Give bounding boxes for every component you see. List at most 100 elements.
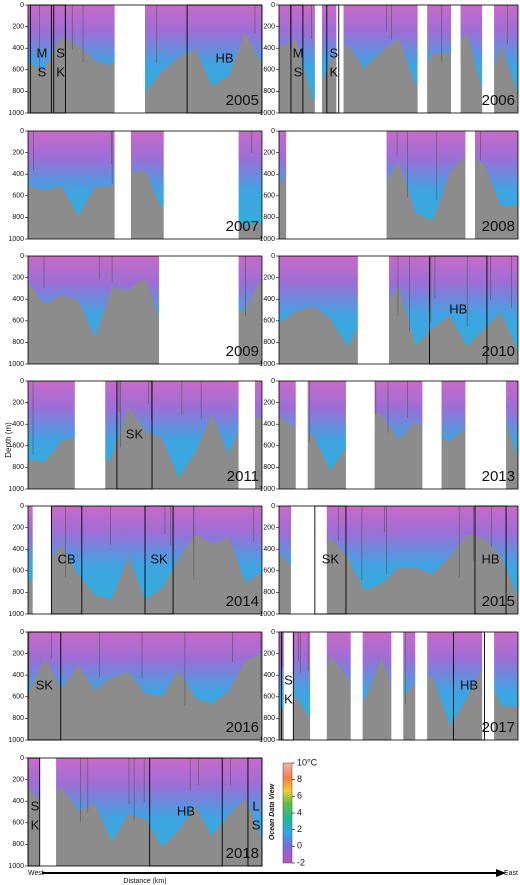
region-label: SK: [53, 45, 68, 83]
region-label: SK: [322, 551, 340, 566]
y-axis-label: Depth (m): [4, 422, 13, 458]
region-label: MS: [34, 45, 49, 83]
west-label: West: [28, 870, 44, 877]
y-tick-label: 0: [271, 378, 275, 385]
data-gap: [238, 381, 255, 489]
data-gap: [286, 131, 387, 239]
data-gap: [290, 506, 327, 614]
y-tick-label: 200: [12, 776, 24, 783]
panel-year: 2015: [482, 593, 515, 610]
y-tick-label: 0: [20, 253, 24, 260]
data-gap: [451, 5, 461, 113]
colorbar-tick-label: 8: [297, 774, 302, 784]
y-tick-label: 1000: [259, 486, 275, 493]
y-tick-label: 800: [263, 214, 275, 221]
region-box: [326, 4, 340, 114]
y-tick-label: 400: [263, 546, 275, 553]
colorbar-tick-label: 0: [297, 841, 302, 851]
y-tick-label: 1000: [259, 236, 275, 243]
y-tick-label: 800: [263, 715, 275, 722]
region-box: [474, 505, 507, 615]
region-box: [116, 380, 153, 490]
y-tick-label: 200: [12, 399, 24, 406]
data-gap: [283, 632, 294, 740]
y-tick-label: 400: [12, 171, 24, 178]
panel-frame: [27, 255, 263, 365]
region-label: SK: [326, 45, 341, 83]
region-box: [29, 4, 52, 114]
y-tick-label: 800: [263, 464, 275, 471]
region-box: [453, 631, 485, 741]
data-gap: [295, 381, 308, 489]
region-label: HB: [449, 301, 467, 316]
panel-frame: [27, 130, 263, 240]
y-tick-label: 400: [12, 421, 24, 428]
y-tick-label: 400: [12, 798, 24, 805]
panel-year: 2006: [482, 92, 515, 109]
y-tick-label: 1000: [259, 611, 275, 618]
y-tick-label: 800: [263, 589, 275, 596]
y-tick-label: 400: [12, 296, 24, 303]
data-gap: [482, 632, 495, 740]
region-label: LS: [249, 798, 264, 836]
seafloor: [279, 286, 518, 364]
y-tick-label: 600: [12, 568, 24, 575]
region-box: [149, 757, 223, 867]
data-gap: [417, 5, 428, 113]
panel: 0 200 400 600 800 1000 2008: [259, 128, 519, 243]
panel-year: 2005: [226, 92, 259, 109]
y-tick-label: 0: [20, 2, 24, 9]
panel: 0 200 400 600 800 1000 2009: [8, 253, 263, 368]
data-gap: [482, 5, 495, 113]
panel-year: 2013: [482, 468, 515, 485]
region-box: [280, 631, 294, 741]
y-tick-label: 200: [12, 149, 24, 156]
region-label: HB: [216, 50, 234, 65]
y-tick-label: 1000: [259, 737, 275, 744]
seafloor: [28, 534, 262, 614]
panel: 0 200 400 600 800 1000 2013: [259, 378, 519, 493]
y-tick-label: 800: [12, 339, 24, 346]
y-tick-label: 800: [263, 88, 275, 95]
y-tick-label: 1000: [8, 110, 24, 117]
y-tick-label: 1000: [8, 863, 24, 870]
data-gap: [422, 381, 442, 489]
x-axis-label: Distance (km): [123, 878, 166, 885]
region-label: CB: [58, 551, 76, 566]
data-gap: [32, 506, 52, 614]
seafloor: [279, 655, 518, 740]
y-tick-label: 600: [263, 694, 275, 701]
region-box: [50, 505, 83, 615]
panel-year: 2016: [226, 719, 259, 736]
region-label: HB: [481, 551, 499, 566]
panel: 0 200 400 600 800 1000 MS SK 2006: [259, 2, 519, 117]
y-tick-label: 0: [20, 378, 24, 385]
y-tick-label: 600: [12, 820, 24, 827]
region-box: [53, 4, 66, 114]
y-tick-label: 200: [12, 23, 24, 30]
region-box: [247, 757, 263, 867]
y-tick-label: 600: [263, 568, 275, 575]
odv-label: Ocean Data View: [269, 783, 276, 840]
y-tick-label: 600: [12, 67, 24, 74]
colorbar: [282, 762, 293, 864]
panel: 0 200 400 600 800 1000 SK HB 2017: [259, 629, 519, 744]
y-tick-label: 600: [12, 443, 24, 450]
y-tick-label: 200: [263, 23, 275, 30]
seafloor: [28, 32, 262, 113]
arrow-head: [496, 869, 506, 877]
region-label: MS: [290, 45, 305, 83]
y-tick-label: 1000: [8, 486, 24, 493]
y-tick-label: 600: [12, 694, 24, 701]
y-tick-label: 0: [271, 253, 275, 260]
data-gap: [345, 381, 375, 489]
panel-year: 2008: [482, 218, 515, 235]
region-box: [27, 631, 62, 741]
y-tick-label: 0: [271, 2, 275, 9]
y-tick-label: 200: [12, 650, 24, 657]
data-gap: [350, 632, 363, 740]
panel: 0 200 400 600 800 1000 CB SK 2014: [8, 503, 263, 618]
y-tick-label: 200: [12, 524, 24, 531]
panel-year: 2007: [226, 218, 259, 235]
seafloor: [279, 534, 518, 614]
